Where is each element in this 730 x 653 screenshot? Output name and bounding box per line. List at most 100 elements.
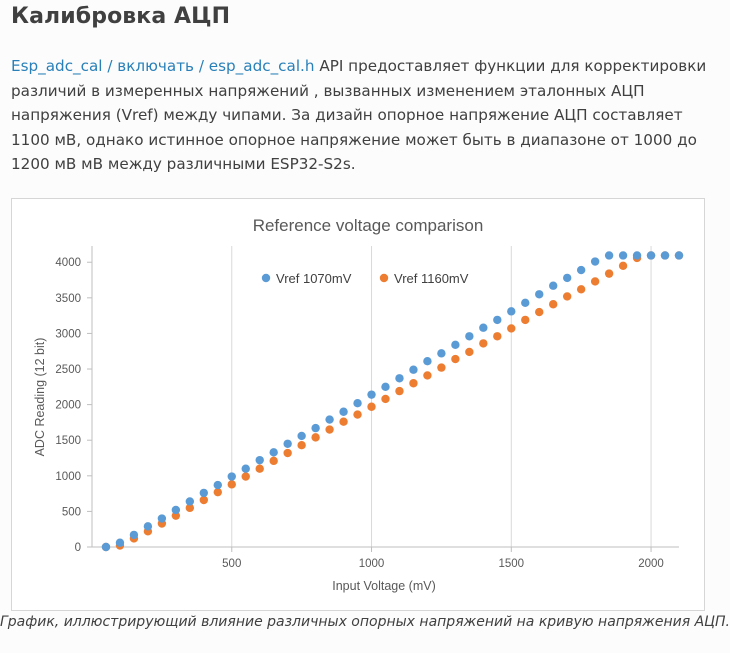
data-point <box>479 323 488 332</box>
y-tick-label: 3500 <box>55 293 81 305</box>
data-point <box>395 374 404 383</box>
data-point <box>590 277 600 286</box>
data-point <box>129 530 139 540</box>
y-tick-label: 500 <box>62 506 81 518</box>
data-point <box>255 464 264 473</box>
data-point <box>115 538 125 547</box>
data-point <box>311 433 320 442</box>
data-point <box>381 382 390 392</box>
data-point <box>395 386 404 396</box>
data-point <box>618 251 628 260</box>
chart-title: Reference voltage comparison <box>253 216 484 235</box>
data-point <box>507 307 516 316</box>
data-point <box>451 354 460 364</box>
data-point <box>604 269 614 278</box>
data-point <box>674 251 684 260</box>
data-point <box>576 265 586 275</box>
data-point <box>451 340 460 350</box>
data-point <box>185 497 195 506</box>
data-point <box>507 324 516 333</box>
data-point <box>381 394 390 404</box>
data-point <box>535 307 544 317</box>
data-point <box>409 379 418 388</box>
link-separator[interactable]: / <box>102 57 118 75</box>
data-point <box>646 251 656 260</box>
data-point <box>297 431 306 441</box>
data-point <box>409 365 418 374</box>
data-point <box>493 315 502 325</box>
section-title: Калибровка АЦП <box>11 4 231 29</box>
chart-legend: Vref 1070mV Vref 1160mV <box>261 271 469 286</box>
x-tick-label: 1500 <box>498 558 524 570</box>
y-tick-label: 1500 <box>55 435 81 447</box>
data-point <box>618 261 628 270</box>
data-point <box>521 298 530 308</box>
legend-marker <box>379 273 389 283</box>
data-point <box>479 339 488 348</box>
y-axis-label: ADC Reading (12 bit) <box>33 338 47 457</box>
link-esp-adc-cal-h[interactable]: esp_adc_cal.h <box>208 57 315 75</box>
data-point <box>590 257 600 266</box>
link-esp-adc-cal[interactable]: Esp_adc_cal <box>11 57 103 75</box>
data-point <box>283 448 292 458</box>
data-point <box>353 398 362 408</box>
data-point <box>576 285 586 294</box>
x-tick-label: 500 <box>222 558 241 570</box>
data-point <box>325 425 334 434</box>
data-point <box>143 522 153 531</box>
data-point <box>437 349 446 358</box>
figure-caption: График, иллюстрирующий влияние различных… <box>0 614 730 630</box>
chart-points <box>101 251 684 552</box>
data-point <box>325 415 334 424</box>
y-tick-label: 0 <box>75 542 81 554</box>
data-point <box>549 281 558 290</box>
data-point <box>339 407 348 416</box>
link-include[interactable]: включать <box>117 57 194 75</box>
y-tick-label: 1000 <box>55 471 81 483</box>
chart-axes: 0 500 1000 1500 2000 2500 3000 3500 4000 500 1000 1… <box>55 246 679 570</box>
data-point <box>562 273 572 283</box>
x-tick-label: 1000 <box>359 558 385 570</box>
data-point <box>283 439 292 448</box>
data-point <box>213 480 222 490</box>
data-point <box>269 448 278 457</box>
data-point <box>241 472 250 481</box>
y-tick-label: 4000 <box>55 257 81 269</box>
data-point <box>171 505 181 515</box>
data-point <box>241 464 250 473</box>
data-point <box>660 251 670 260</box>
data-point <box>311 423 320 433</box>
legend-marker <box>261 273 271 283</box>
data-point <box>185 503 195 513</box>
data-point <box>339 417 348 426</box>
data-point <box>632 251 642 260</box>
data-point <box>255 455 264 465</box>
data-point <box>353 410 362 419</box>
data-point <box>199 495 209 505</box>
paragraph-text: API предоставляет функции для корректиро… <box>11 57 707 174</box>
data-point <box>367 390 376 399</box>
data-point <box>521 315 530 325</box>
data-point <box>465 347 474 357</box>
y-tick-label: 3000 <box>55 328 81 340</box>
data-point <box>535 290 544 299</box>
legend-label: Vref 1160mV <box>394 271 469 286</box>
data-point <box>493 332 502 341</box>
data-point <box>562 292 572 301</box>
data-point <box>297 440 306 450</box>
reference-voltage-chart: Reference voltage comparison 0 500 1000 150… <box>33 216 684 593</box>
data-point <box>269 456 278 466</box>
data-point <box>465 332 474 341</box>
data-point <box>157 514 167 523</box>
chart-grid <box>231 246 652 547</box>
link-separator[interactable]: / <box>194 57 209 75</box>
x-axis-label: Input Voltage (mV) <box>332 579 436 593</box>
data-point <box>423 371 432 380</box>
data-point <box>101 542 111 552</box>
data-point <box>213 487 222 497</box>
data-point <box>423 356 432 366</box>
data-point <box>367 402 376 411</box>
data-point <box>227 480 236 489</box>
y-tick-label: 2000 <box>55 400 81 412</box>
data-point <box>437 363 446 372</box>
